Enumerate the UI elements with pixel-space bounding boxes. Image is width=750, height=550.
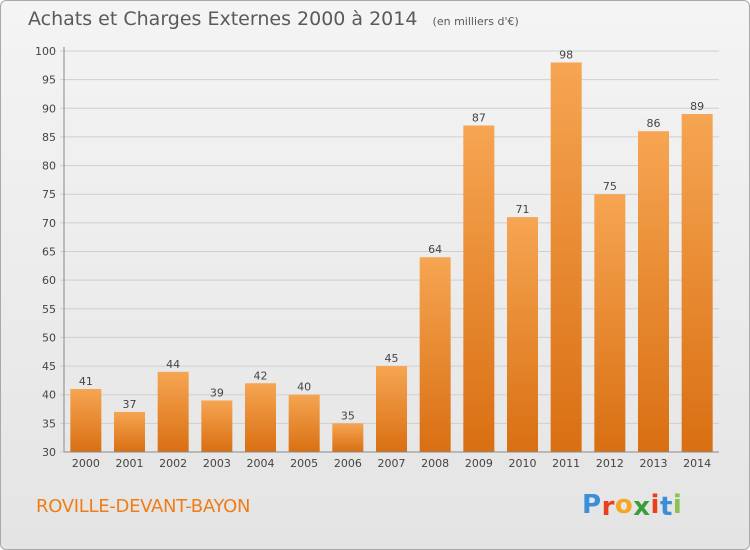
y-tick-labels: 30 35 40 45 50 55 60 65 70 75 80 85 90 95 100 [35,45,56,459]
bar [507,217,538,452]
chart-title: Achats et Charges Externes 2000 à 2014 [28,8,418,30]
bar [376,366,407,452]
axes [63,47,719,453]
x-tick-label: 2006 [334,457,362,470]
x-tick-label: 2014 [683,457,711,470]
y-tick-label: 35 [42,417,56,430]
data-label: 64 [428,243,442,256]
data-label: 98 [559,48,573,61]
data-label: 41 [79,375,93,388]
bar [201,400,233,452]
y-tick-label: 90 [42,102,56,115]
data-label: 87 [472,111,486,124]
logo-letter: r [601,492,615,522]
data-label: 42 [254,369,268,382]
y-tick-label: 75 [42,188,56,201]
data-label: 44 [166,358,180,371]
x-tick-label: 2002 [159,457,187,470]
logo-letter: x [633,492,651,522]
x-tick-label: 2007 [378,457,406,470]
bar [70,388,102,452]
x-tick-label: 2000 [72,457,100,470]
y-tick-label: 65 [42,246,56,259]
data-label: 39 [210,386,224,399]
bar [550,62,582,452]
y-tick-label: 85 [42,131,56,144]
x-tick-label: 2011 [552,457,580,470]
chart-subtitle: (en milliers d'€) [432,15,519,28]
y-tick-label: 45 [42,360,56,373]
logo-letter: o [614,490,634,520]
bar [594,194,626,452]
y-tick-label: 95 [42,74,56,87]
bars [70,62,713,452]
data-label: 45 [385,352,399,365]
x-tick-label: 2012 [596,457,624,470]
y-tick-label: 80 [42,160,56,173]
x-tick-label: 2001 [116,457,144,470]
y-tick-label: 70 [42,217,56,230]
proxiti-logo: Proxiti [582,490,683,522]
logo-letter: P [582,490,602,520]
data-labels: 41 37 44 39 42 40 35 45 64 87 71 98 75 86 89 [79,48,704,422]
bar [114,411,145,452]
x-tick-labels: 2000 2001 2002 2003 2004 2005 2006 2007 2008 2009… [72,457,711,470]
data-label: 35 [341,409,355,422]
bar [288,394,320,452]
bar [681,114,713,452]
y-tick-label: 60 [42,274,56,287]
x-tick-label: 2005 [290,457,318,470]
data-label: 71 [516,203,530,216]
x-tick-label: 2004 [247,457,275,470]
x-tick-label: 2003 [203,457,231,470]
logo-letter: t [659,492,673,522]
title-row: Achats et Charges Externes 2000 à 2014 (… [28,8,519,30]
y-tick-label: 50 [42,331,56,344]
data-label: 89 [690,100,704,113]
commune-name: ROVILLE-DEVANT-BAYON [36,496,251,517]
data-label: 75 [603,180,617,193]
bar [419,257,451,452]
bar [332,423,364,452]
data-label: 86 [647,117,661,130]
x-tick-label: 2009 [465,457,493,470]
logo-letter: i [650,490,660,520]
x-tick-label: 2008 [421,457,449,470]
y-tick-label: 100 [35,45,56,58]
bar [638,131,669,452]
y-tick-label: 40 [42,389,56,402]
x-tick-label: 2010 [509,457,537,470]
data-label: 40 [297,381,311,394]
y-tick-label: 55 [42,303,56,316]
y-tick-label: 30 [42,446,56,459]
x-tick-label: 2013 [640,457,668,470]
bar [245,383,276,452]
logo-letter: i [672,490,683,520]
bar [463,125,495,452]
bar [157,371,189,452]
data-label: 37 [123,398,137,411]
